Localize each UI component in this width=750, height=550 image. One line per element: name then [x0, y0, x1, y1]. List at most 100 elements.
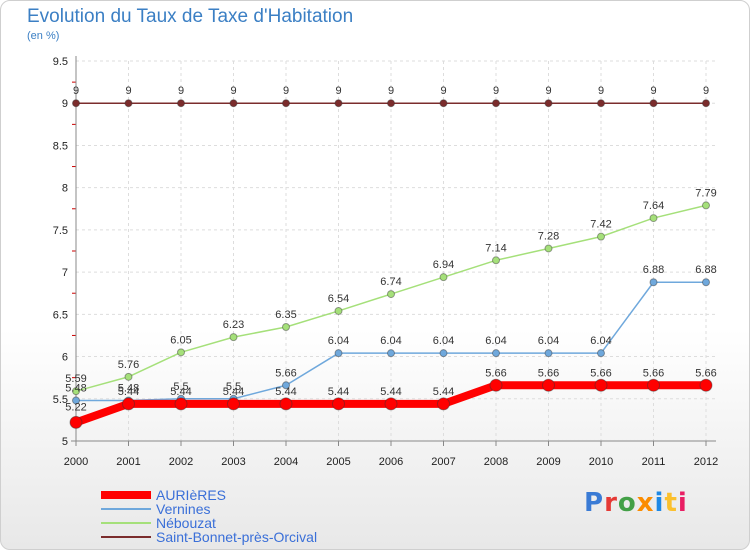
x-tick-label: 2009	[536, 456, 560, 468]
data-point	[387, 99, 395, 108]
data-label: 5.44	[328, 386, 349, 398]
legend-label: Saint-Bonnet-près-Orcival	[156, 529, 317, 545]
x-tick-labels: 2000 2001 2002 2003 2004 2005 2006 2007 2008 2009…	[64, 456, 718, 468]
data-point	[124, 99, 133, 108]
data-point	[544, 349, 553, 358]
data-point	[282, 381, 290, 390]
data-label: 6.04	[328, 335, 349, 347]
x-tick-label: 2005	[326, 456, 350, 468]
data-label: 7.14	[485, 242, 506, 254]
data-label: 6.04	[433, 335, 454, 347]
data-point	[649, 99, 658, 108]
x-tick-label: 2010	[589, 456, 613, 468]
data-point	[702, 201, 710, 210]
data-label: 6.74	[380, 276, 401, 288]
data-point	[699, 378, 713, 392]
data-label: 9	[335, 85, 341, 97]
data-label: 5.66	[643, 367, 664, 379]
y-tick-label: 9	[62, 98, 68, 110]
data-point	[124, 372, 133, 381]
data-label: 7.42	[590, 219, 611, 231]
data-label: 5.66	[485, 367, 506, 379]
data-label: 5.76	[118, 359, 139, 371]
series-auri-res	[69, 378, 713, 429]
data-point	[334, 306, 343, 315]
legend-label: AURIèRES	[156, 487, 226, 503]
series-n-bouzat	[72, 201, 710, 396]
legend-label: Nébouzat	[156, 515, 216, 531]
data-point	[492, 349, 500, 358]
y-tick-labels: 5 5.5 6 6.5 7 7.5 8 8.5 9 9.5	[53, 56, 68, 448]
series-saint-bonnet-pr-s-orcival	[72, 99, 710, 108]
data-label: 5.48	[65, 382, 86, 394]
data-point	[387, 290, 395, 299]
y-tick-label: 7.5	[53, 225, 68, 237]
data-point	[492, 256, 500, 265]
data-point	[387, 349, 395, 358]
y-tick-label: 5.5	[53, 394, 68, 406]
data-point	[439, 99, 448, 108]
data-point	[597, 349, 605, 358]
x-tick-label: 2003	[221, 456, 245, 468]
logo-letter: o	[617, 488, 637, 518]
data-label: 6.23	[223, 319, 244, 331]
data-label: 7.28	[538, 230, 559, 242]
x-tick-label: 2011	[642, 456, 666, 468]
data-label: 5.44	[118, 386, 139, 398]
data-point	[122, 397, 135, 411]
data-point	[72, 387, 80, 396]
data-point	[544, 244, 553, 253]
data-label: 6.35	[275, 309, 296, 321]
data-point	[597, 232, 605, 241]
data-point	[334, 99, 343, 108]
proxiti-logo: Proxiti	[584, 488, 688, 518]
data-label: 6.04	[538, 335, 559, 347]
data-label: 6.05	[170, 334, 191, 346]
x-tick-label: 2002	[169, 456, 193, 468]
x-tick-label: 2004	[274, 456, 298, 468]
x-tick-label: 2000	[64, 456, 88, 468]
y-tick-label: 6.5	[53, 309, 68, 321]
x-tick-label: 2006	[379, 456, 403, 468]
data-label: 5.66	[590, 367, 611, 379]
data-label: 5.22	[65, 401, 86, 413]
series-layer	[69, 99, 713, 429]
logo-letter: r	[604, 488, 618, 518]
data-label: 9	[178, 85, 184, 97]
data-label: 6.04	[485, 335, 506, 347]
data-label: 5.66	[695, 367, 716, 379]
data-labels: 5.22 5.44 5.44 5.44 5.44 5.44 5.44 5.44 5.66 5.66…	[65, 85, 716, 413]
data-point	[437, 397, 450, 411]
legend-label: Vernines	[156, 501, 210, 517]
y-tick-label: 9.5	[53, 56, 68, 68]
chart-subtitle: (en %)	[27, 30, 60, 42]
data-point	[439, 273, 448, 282]
data-label: 6.54	[328, 293, 349, 305]
data-point	[649, 214, 658, 223]
data-label: 9	[388, 85, 394, 97]
y-tick-label: 7	[62, 267, 68, 279]
data-point	[229, 99, 238, 108]
data-label: 9	[493, 85, 499, 97]
data-point	[439, 349, 448, 358]
data-label: 9	[703, 85, 709, 97]
data-point	[229, 333, 238, 342]
y-tick-label: 6	[62, 352, 68, 364]
data-point	[489, 378, 503, 392]
data-label: 6.88	[695, 264, 716, 276]
logo-letter: i	[654, 488, 665, 518]
data-point	[647, 378, 660, 392]
data-point	[174, 397, 188, 411]
data-label: 9	[125, 85, 131, 97]
logo-letter: t	[664, 488, 678, 518]
data-label: 7.64	[643, 200, 664, 212]
data-point	[72, 396, 80, 405]
data-point	[227, 397, 240, 411]
data-label: 9	[650, 85, 656, 97]
data-label: 6.04	[380, 335, 401, 347]
data-point	[177, 99, 185, 108]
data-point	[702, 99, 710, 108]
data-label: 5.66	[538, 367, 559, 379]
data-point	[542, 378, 555, 392]
